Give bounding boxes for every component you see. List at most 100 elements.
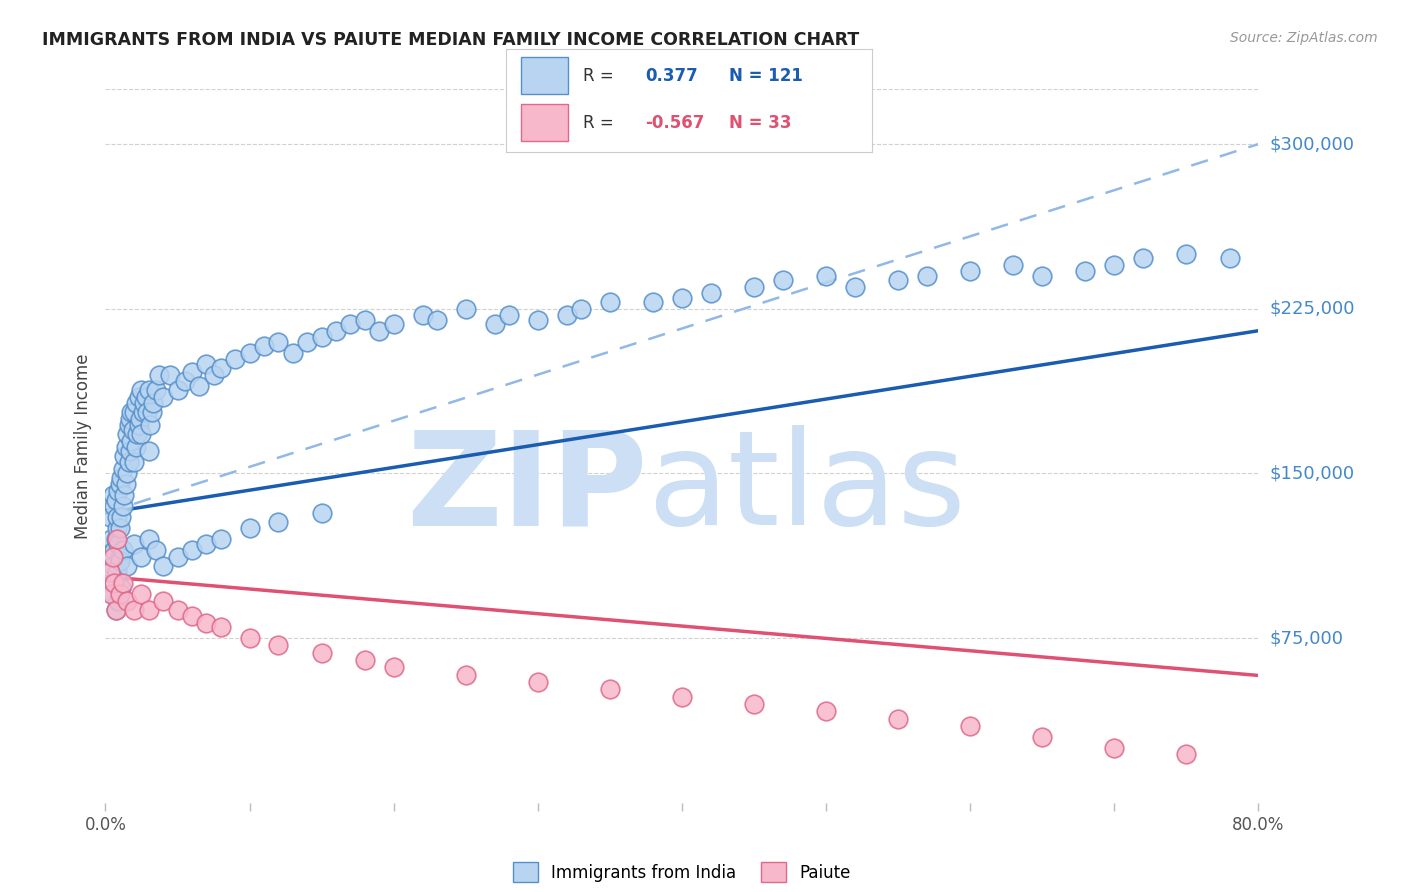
Point [111,462,134,476]
Point [115,467,138,481]
Point [145,383,167,397]
Text: IMMIGRANTS FROM INDIA VS PAIUTE MEDIAN FAMILY INCOME CORRELATION CHART: IMMIGRANTS FROM INDIA VS PAIUTE MEDIAN F… [42,31,859,49]
Point [98,566,121,580]
Text: N = 121: N = 121 [730,67,803,85]
Point [173,374,195,388]
Point [915,268,938,283]
Point [98,510,121,524]
Text: N = 33: N = 33 [730,114,792,132]
Point [138,533,160,547]
Point [195,537,218,551]
Point [132,405,155,419]
Point [454,301,477,316]
Point [108,549,131,564]
Text: $225,000: $225,000 [1270,300,1355,318]
Point [124,405,146,419]
Point [139,418,162,433]
Point [107,537,129,551]
Point [1031,268,1053,283]
Point [188,378,211,392]
Point [138,602,160,616]
Point [224,352,246,367]
Point [180,543,202,558]
Point [159,368,181,382]
Point [202,368,225,382]
Point [131,383,153,397]
Point [104,492,127,507]
Point [354,312,377,326]
Point [281,345,304,359]
Point [115,558,138,573]
Point [267,515,290,529]
Text: ZIP: ZIP [406,425,647,552]
Point [120,434,142,448]
Point [382,659,405,673]
Point [125,396,148,410]
Point [959,719,981,733]
Point [108,587,131,601]
Point [671,291,693,305]
Point [426,312,449,326]
Point [135,390,157,404]
Point [115,594,138,608]
Point [145,543,167,558]
Point [131,587,153,601]
Text: $300,000: $300,000 [1270,135,1354,153]
Point [815,268,838,283]
Point [209,533,232,547]
Point [239,345,262,359]
Point [142,396,165,410]
Point [742,280,765,294]
Point [959,264,981,278]
Point [641,295,665,310]
Point [555,309,578,323]
Point [105,510,128,524]
Point [103,576,125,591]
Point [166,383,188,397]
Point [108,521,131,535]
Point [131,426,153,441]
Point [209,620,232,634]
Point [111,500,134,514]
Point [1175,247,1198,261]
Point [111,576,134,591]
Point [118,444,141,458]
Point [141,405,163,419]
Point [239,631,262,645]
Point [107,594,129,608]
Point [152,594,174,608]
Point [138,444,160,458]
Point [772,273,794,287]
Point [295,334,318,349]
Point [104,602,127,616]
Point [117,455,139,469]
Point [526,675,548,690]
Point [108,477,131,491]
Point [129,411,152,425]
Point [195,615,218,630]
Point [101,549,124,564]
Point [411,309,433,323]
Bar [520,104,568,141]
Point [239,521,262,535]
Point [101,587,124,601]
Text: Source: ZipAtlas.com: Source: ZipAtlas.com [1230,31,1378,45]
Point [354,653,377,667]
Point [844,280,866,294]
Point [180,609,202,624]
Point [105,566,128,580]
Point [253,339,276,353]
Point [325,324,347,338]
Point [114,440,136,454]
Legend: Immigrants from India, Paiute: Immigrants from India, Paiute [505,854,859,891]
Point [138,383,160,397]
Point [1002,258,1025,272]
Point [671,690,693,705]
Point [311,647,333,661]
Point [1102,740,1125,755]
Point [131,549,153,564]
Point [180,366,202,380]
Point [742,697,765,711]
Point [699,286,723,301]
Point [1175,747,1198,762]
